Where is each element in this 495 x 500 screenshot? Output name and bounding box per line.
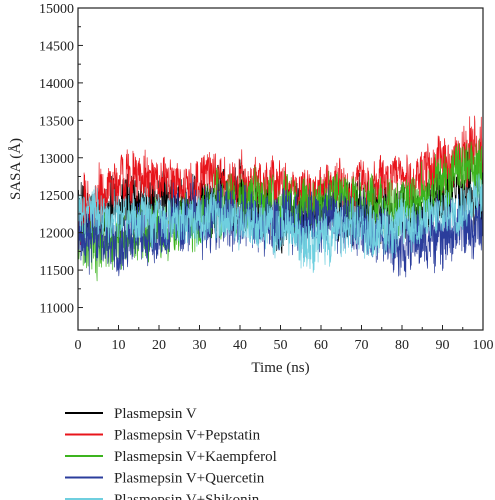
x-tick-label: 0 [75,338,82,353]
x-tick-label: 90 [436,338,450,353]
y-tick-label: 14000 [39,77,74,92]
legend-label: Plasmepsin V [114,406,197,422]
y-tick-label: 11000 [40,302,74,317]
legend-label: Plasmepsin V+Quercetin [114,471,265,487]
legend-label: Plasmepsin V+Pepstatin [114,428,261,444]
x-axis-title: Time (ns) [251,360,309,376]
x-tick-label: 40 [233,338,247,353]
y-tick-label: 13000 [39,152,74,167]
x-tick-label: 100 [473,338,494,353]
legend-label: Plasmepsin V+Shikonin [114,492,260,500]
y-tick-label: 12000 [39,227,74,242]
series-line-4 [78,176,483,278]
series-line-2 [78,115,483,246]
series-layer [78,115,483,282]
axes-layer: 0 10 20 30 40 50 60 70 80 90 100 11000 11500 12000 125… [39,2,494,353]
x-tick-label: 10 [112,338,126,353]
legend: Plasmepsin V Plasmepsin V+Pepstatin Plasme… [65,406,277,500]
x-tick-label: 70 [355,338,369,353]
y-axis-title: SASA (Å) [8,138,24,200]
y-tick-label: 14500 [39,39,74,54]
x-tick-label: 50 [274,338,288,353]
x-tick-label: 30 [193,338,207,353]
y-tick-label: 11500 [40,264,74,279]
x-tick-label: 20 [152,338,166,353]
legend-label: Plasmepsin V+Kaempferol [114,449,277,465]
series-line-5 [78,173,483,273]
y-tick-label: 12500 [39,189,74,204]
y-tick-label: 15000 [39,2,74,17]
x-tick-label: 80 [395,338,409,353]
x-tick-label: 60 [314,338,328,353]
y-tick-label: 13500 [39,114,74,129]
